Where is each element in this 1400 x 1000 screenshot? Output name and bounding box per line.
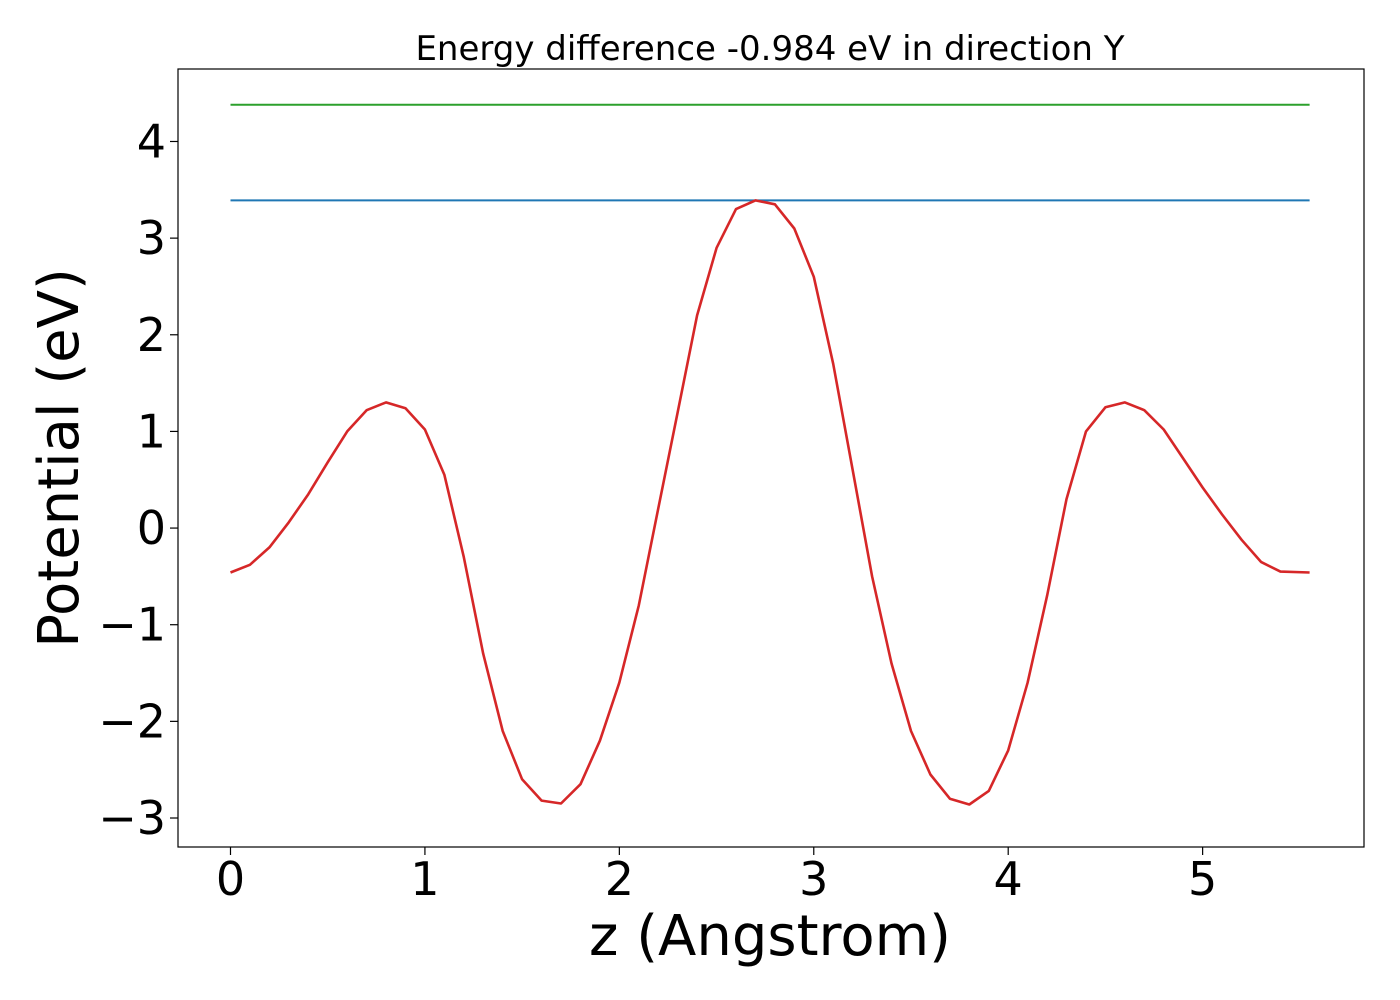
y-tick-label: 1 <box>137 404 166 458</box>
plot-frame <box>177 68 1365 848</box>
y-tick-label: −3 <box>98 791 166 845</box>
x-tick-label: 2 <box>605 852 634 906</box>
x-tick-label: 1 <box>410 852 439 906</box>
plot-lines <box>230 103 1310 806</box>
x-tick-label: 4 <box>994 852 1023 906</box>
y-axis-ticks: −3 −2 −1 0 1 2 3 4 <box>98 114 178 845</box>
y-tick-label: 0 <box>137 501 166 555</box>
y-tick-label: −2 <box>98 694 166 748</box>
y-axis-label: Potential (eV) <box>27 268 92 648</box>
series-line-2 <box>230 199 1310 806</box>
x-tick-label: 5 <box>1188 852 1217 906</box>
y-tick-label: 4 <box>137 114 166 168</box>
chart-title: Energy difference -0.984 eV in direction… <box>415 29 1124 69</box>
x-axis-label: z (Angstrom) <box>589 904 951 969</box>
y-tick-label: 3 <box>137 211 166 265</box>
x-tick-label: 3 <box>799 852 828 906</box>
y-tick-label: −1 <box>98 598 166 652</box>
x-tick-label: 0 <box>216 852 245 906</box>
y-tick-label: 2 <box>137 308 166 362</box>
x-axis-ticks: 0 1 2 3 4 5 <box>216 847 1217 906</box>
